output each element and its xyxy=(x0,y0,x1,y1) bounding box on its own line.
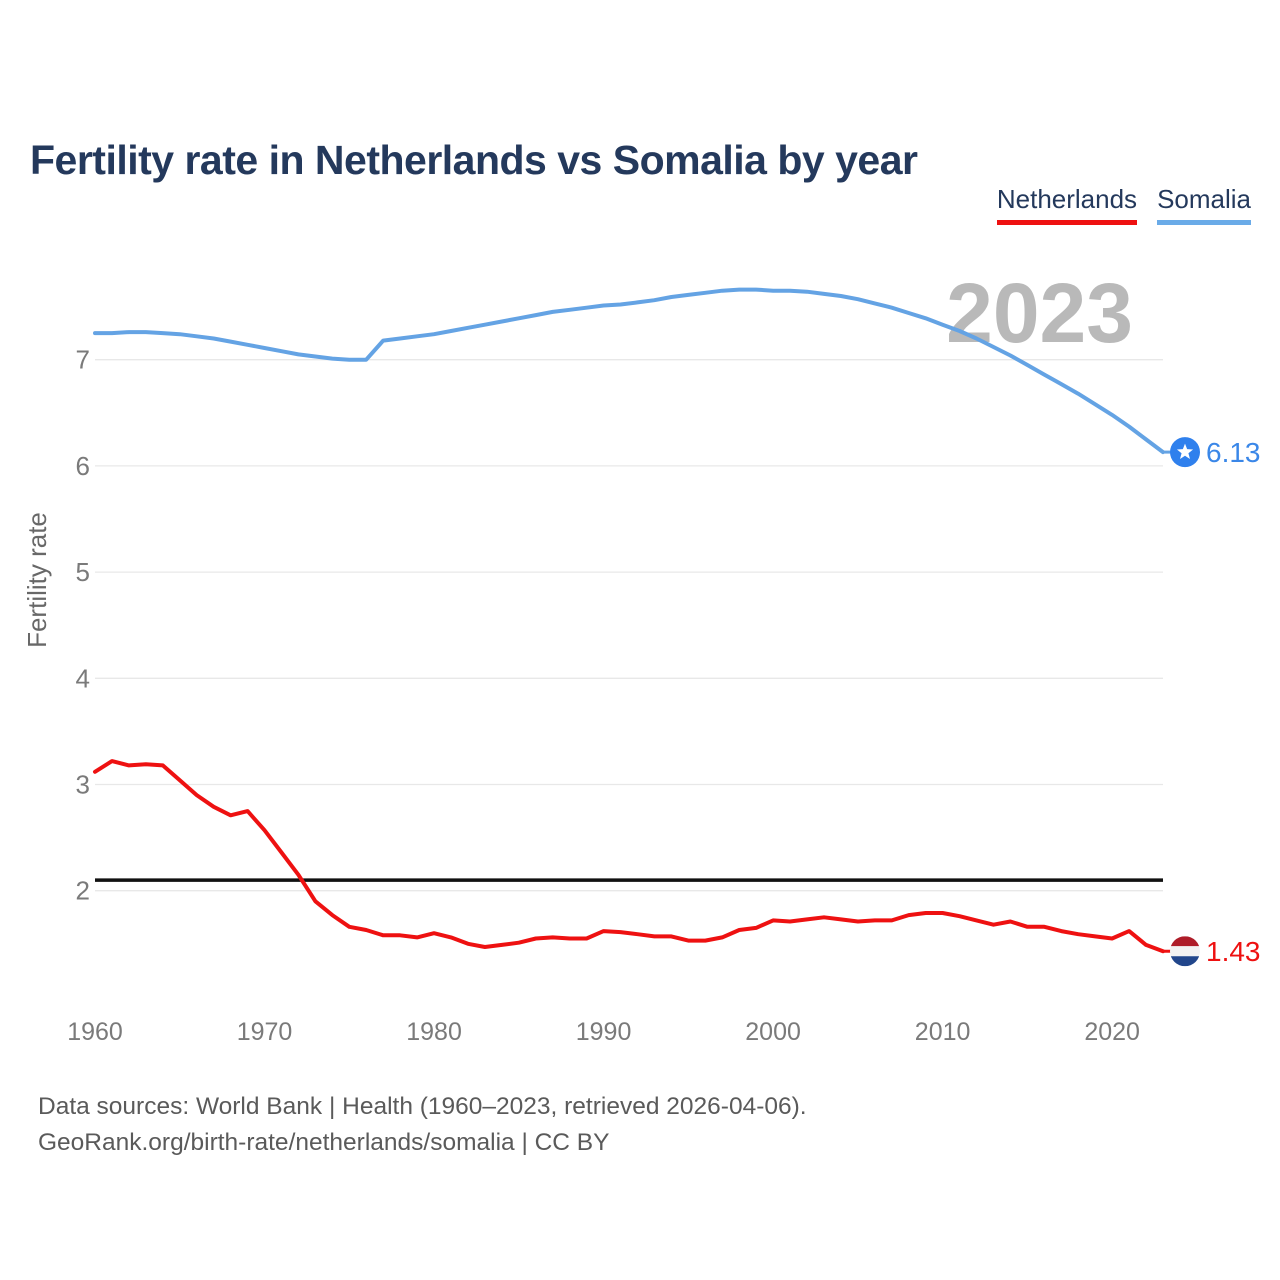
y-tick-label: 3 xyxy=(76,770,90,800)
netherlands-end-value-label: 1.43 xyxy=(1206,936,1261,967)
y-axis-title: Fertility rate xyxy=(22,512,52,648)
x-tick-label: 2020 xyxy=(1084,1018,1140,1046)
legend-item-somalia[interactable]: Somalia xyxy=(1157,184,1251,225)
somalia-line xyxy=(93,287,1165,455)
x-tick-label: 1970 xyxy=(237,1018,293,1046)
x-tick-label: 1990 xyxy=(576,1018,632,1046)
legend-item-netherlands[interactable]: Netherlands xyxy=(996,184,1138,225)
chart-title: Fertility rate in Netherlands vs Somalia… xyxy=(30,137,918,184)
y-tick-label: 5 xyxy=(76,557,90,587)
x-tick-label: 1980 xyxy=(406,1018,462,1046)
y-tick-label: 4 xyxy=(76,663,90,693)
netherlands-flag-icon xyxy=(1170,936,1200,947)
x-tick-label: 2010 xyxy=(915,1018,971,1046)
y-tick-label: 2 xyxy=(76,876,90,906)
y-tick-label: 6 xyxy=(76,451,90,481)
footer: Data sources: World Bank | Health (1960–… xyxy=(38,1089,807,1161)
netherlands-line xyxy=(93,759,1165,954)
data-sources-note: Data sources: World Bank | Health (1960–… xyxy=(38,1093,807,1120)
x-tick-label: 2000 xyxy=(745,1018,801,1046)
somalia-end-value-label: 6.13 xyxy=(1206,437,1261,468)
legend: Netherlands Somalia xyxy=(996,184,1251,225)
y-tick-label: 7 xyxy=(76,345,90,375)
netherlands-flag-icon xyxy=(1170,956,1200,967)
x-tick-label: 1960 xyxy=(67,1018,123,1046)
year-watermark: 2023 xyxy=(946,266,1133,360)
attribution-note: GeoRank.org/birth-rate/netherlands/somal… xyxy=(38,1129,610,1156)
netherlands-flag-icon xyxy=(1170,946,1200,957)
somalia-star-icon xyxy=(1176,443,1194,459)
